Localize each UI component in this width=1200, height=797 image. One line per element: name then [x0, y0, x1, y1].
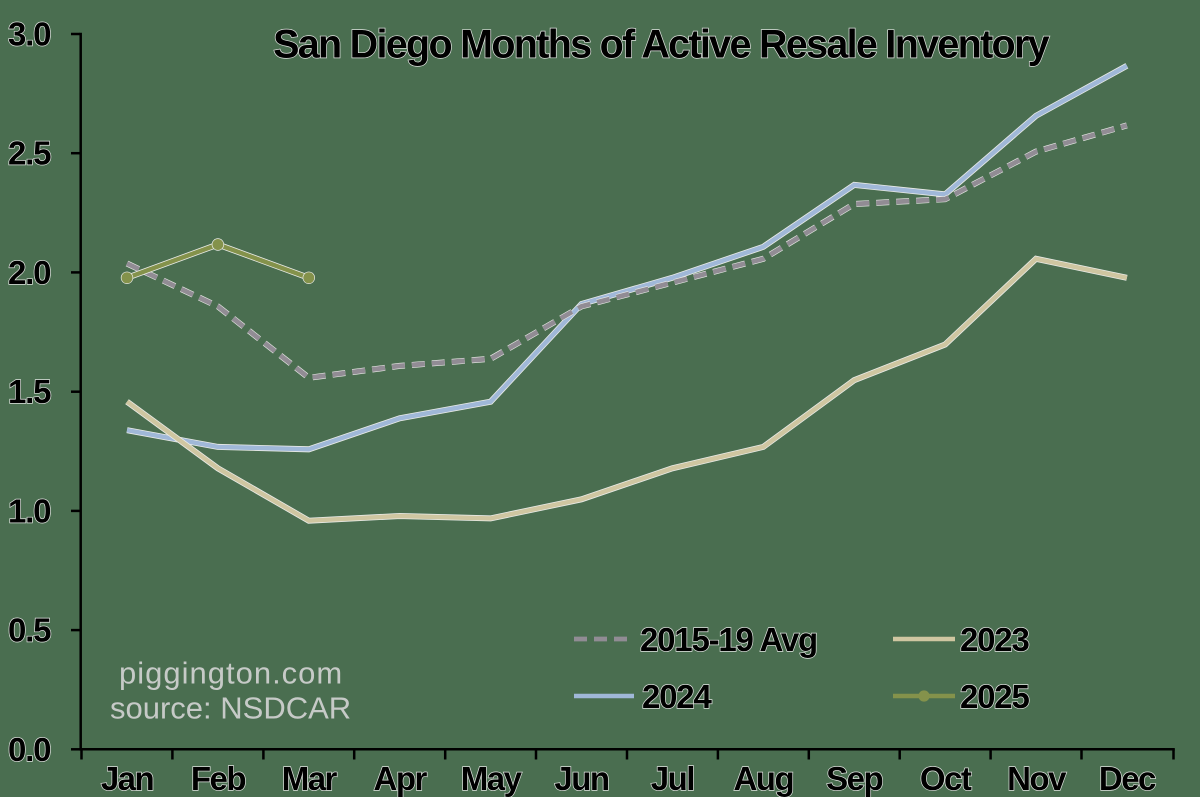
svg-text:Nov: Nov [1007, 760, 1067, 797]
svg-text:2025: 2025 [960, 678, 1029, 715]
svg-text:Sep: Sep [826, 760, 882, 797]
svg-text:May: May [461, 760, 523, 797]
svg-text:Jun: Jun [554, 760, 609, 797]
svg-text:Mar: Mar [282, 760, 338, 797]
svg-text:2024: 2024 [642, 678, 712, 715]
svg-text:Aug: Aug [733, 760, 793, 797]
svg-text:Jan: Jan [101, 760, 154, 797]
svg-text:Feb: Feb [191, 760, 246, 797]
svg-text:2.5: 2.5 [8, 135, 51, 172]
svg-text:2023: 2023 [960, 621, 1029, 658]
svg-text:3.0: 3.0 [8, 16, 50, 53]
svg-text:Apr: Apr [374, 760, 428, 797]
svg-text:Jul: Jul [651, 760, 694, 797]
svg-text:San Diego Months of Active Res: San Diego Months of Active Resale Invent… [273, 22, 1050, 66]
svg-text:1.5: 1.5 [8, 373, 51, 410]
svg-text:source: NSDCAR: source: NSDCAR [110, 691, 351, 726]
svg-text:piggington.com: piggington.com [119, 656, 343, 691]
svg-text:0.0: 0.0 [8, 731, 50, 768]
svg-text:2015-19 Avg: 2015-19 Avg [640, 621, 817, 658]
svg-text:1.0: 1.0 [8, 492, 50, 529]
svg-text:Oct: Oct [920, 760, 972, 797]
svg-text:Dec: Dec [1099, 760, 1156, 797]
svg-text:0.5: 0.5 [8, 612, 51, 649]
svg-text:2.0: 2.0 [8, 254, 50, 291]
